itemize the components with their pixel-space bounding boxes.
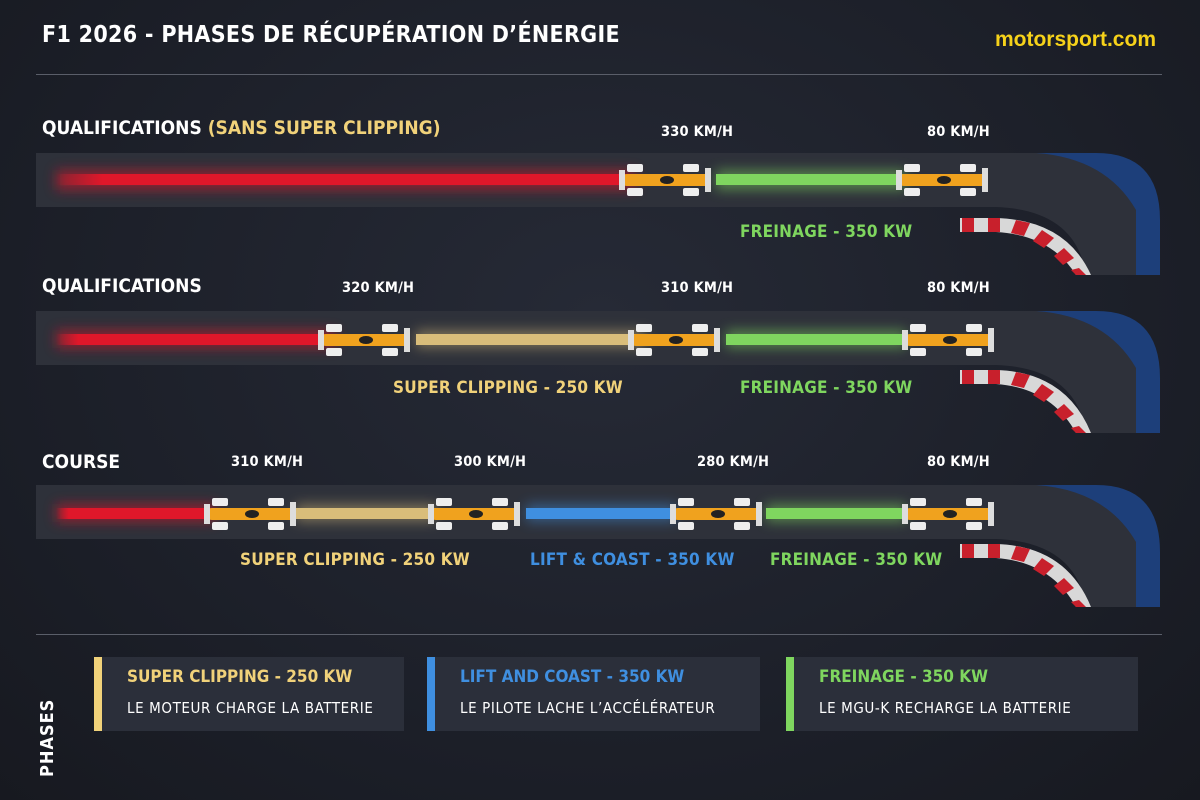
power-bar [56, 174, 636, 185]
legend-desc: LE MGU-K RECHARGE LA BATTERIE [819, 699, 1072, 717]
car-icon [902, 498, 994, 530]
car-icon [204, 498, 296, 530]
scenario-1-speed-2: 80 KM/H [927, 124, 990, 140]
corner-road [996, 153, 1136, 275]
car-icon [896, 164, 988, 196]
legend-title: SUPER CLIPPING - 250 KW [127, 667, 353, 687]
scenario-3-track [36, 485, 1160, 607]
car-icon [318, 324, 410, 356]
scenario-3-speed-2: 300 KM/H [454, 454, 527, 470]
legend-title: LIFT AND COAST - 350 KW [460, 667, 685, 687]
power-bar [56, 508, 216, 519]
curb-stripes [962, 544, 1086, 607]
curb-stripes [962, 218, 1086, 275]
braking-bar [716, 174, 906, 185]
scenario-1-label: QUALIFICATIONS (SANS SUPER CLIPPING) [42, 117, 441, 139]
page-title: F1 2026 - PHASES DE RÉCUPÉRATION D’ÉNERG… [42, 22, 620, 48]
super-clipping-bar [416, 334, 646, 345]
scenario-2-track [36, 311, 1160, 433]
scenario-2-speed-1: 320 KM/H [342, 280, 415, 296]
braking-bar [726, 334, 906, 345]
legend-color-bar [786, 657, 794, 731]
legend-color-bar [427, 657, 435, 731]
scenario-2-phase-braking: FREINAGE - 350 KW [740, 378, 913, 398]
car-icon [670, 498, 762, 530]
scenario-3-label: COURSE [42, 451, 121, 473]
scenario-1-title: QUALIFICATIONS [42, 117, 202, 139]
legend-item-braking: FREINAGE - 350 KW LE MGU-K RECHARGE LA B… [786, 657, 1138, 731]
scenario-1-phase-braking: FREINAGE - 350 KW [740, 222, 913, 242]
scenario-3-speed-4: 80 KM/H [927, 454, 990, 470]
brand-logo[interactable]: motorsport.com [994, 28, 1156, 51]
scenario-3-speed-3: 280 KM/H [697, 454, 770, 470]
legend-color-bar [94, 657, 102, 731]
scenario-2-phase-super-clipping: SUPER CLIPPING - 250 KW [393, 378, 623, 398]
curb-stripes [962, 370, 1086, 433]
legend-desc: LE MOTEUR CHARGE LA BATTERIE [127, 699, 374, 717]
scenario-2-label: QUALIFICATIONS [42, 275, 202, 297]
scenario-3-phase-lift-coast: LIFT & COAST - 350 KW [530, 550, 735, 570]
scenario-2-speed-3: 80 KM/H [927, 280, 990, 296]
corner-road [996, 311, 1136, 433]
scenario-1-speed-1: 330 KM/H [661, 124, 734, 140]
scenario-1-track [36, 153, 1160, 275]
car-icon [428, 498, 520, 530]
legend-item-lift-coast: LIFT AND COAST - 350 KW LE PILOTE LACHE … [427, 657, 760, 731]
legend-desc: LE PILOTE LACHE L’ACCÉLÉRATEUR [460, 699, 716, 717]
car-icon [628, 324, 720, 356]
legend-heading: PHASES [37, 698, 58, 777]
header-divider [36, 74, 1162, 75]
lift-coast-bar [526, 508, 676, 519]
scenario-3-speed-1: 310 KM/H [231, 454, 304, 470]
scenario-2-speed-2: 310 KM/H [661, 280, 734, 296]
car-icon [902, 324, 994, 356]
corner-road [996, 485, 1136, 607]
super-clipping-bar [296, 508, 436, 519]
braking-bar [766, 508, 906, 519]
scenario-1-highlight: (SANS SUPER CLIPPING) [207, 117, 441, 139]
power-bar [56, 334, 336, 345]
car-icon [619, 164, 711, 196]
legend-title: FREINAGE - 350 KW [819, 667, 988, 687]
scenario-3-phase-braking: FREINAGE - 350 KW [770, 550, 943, 570]
legend-divider [36, 634, 1162, 635]
legend-item-super-clipping: SUPER CLIPPING - 250 KW LE MOTEUR CHARGE… [94, 657, 404, 731]
scenario-3-phase-super-clipping: SUPER CLIPPING - 250 KW [240, 550, 470, 570]
